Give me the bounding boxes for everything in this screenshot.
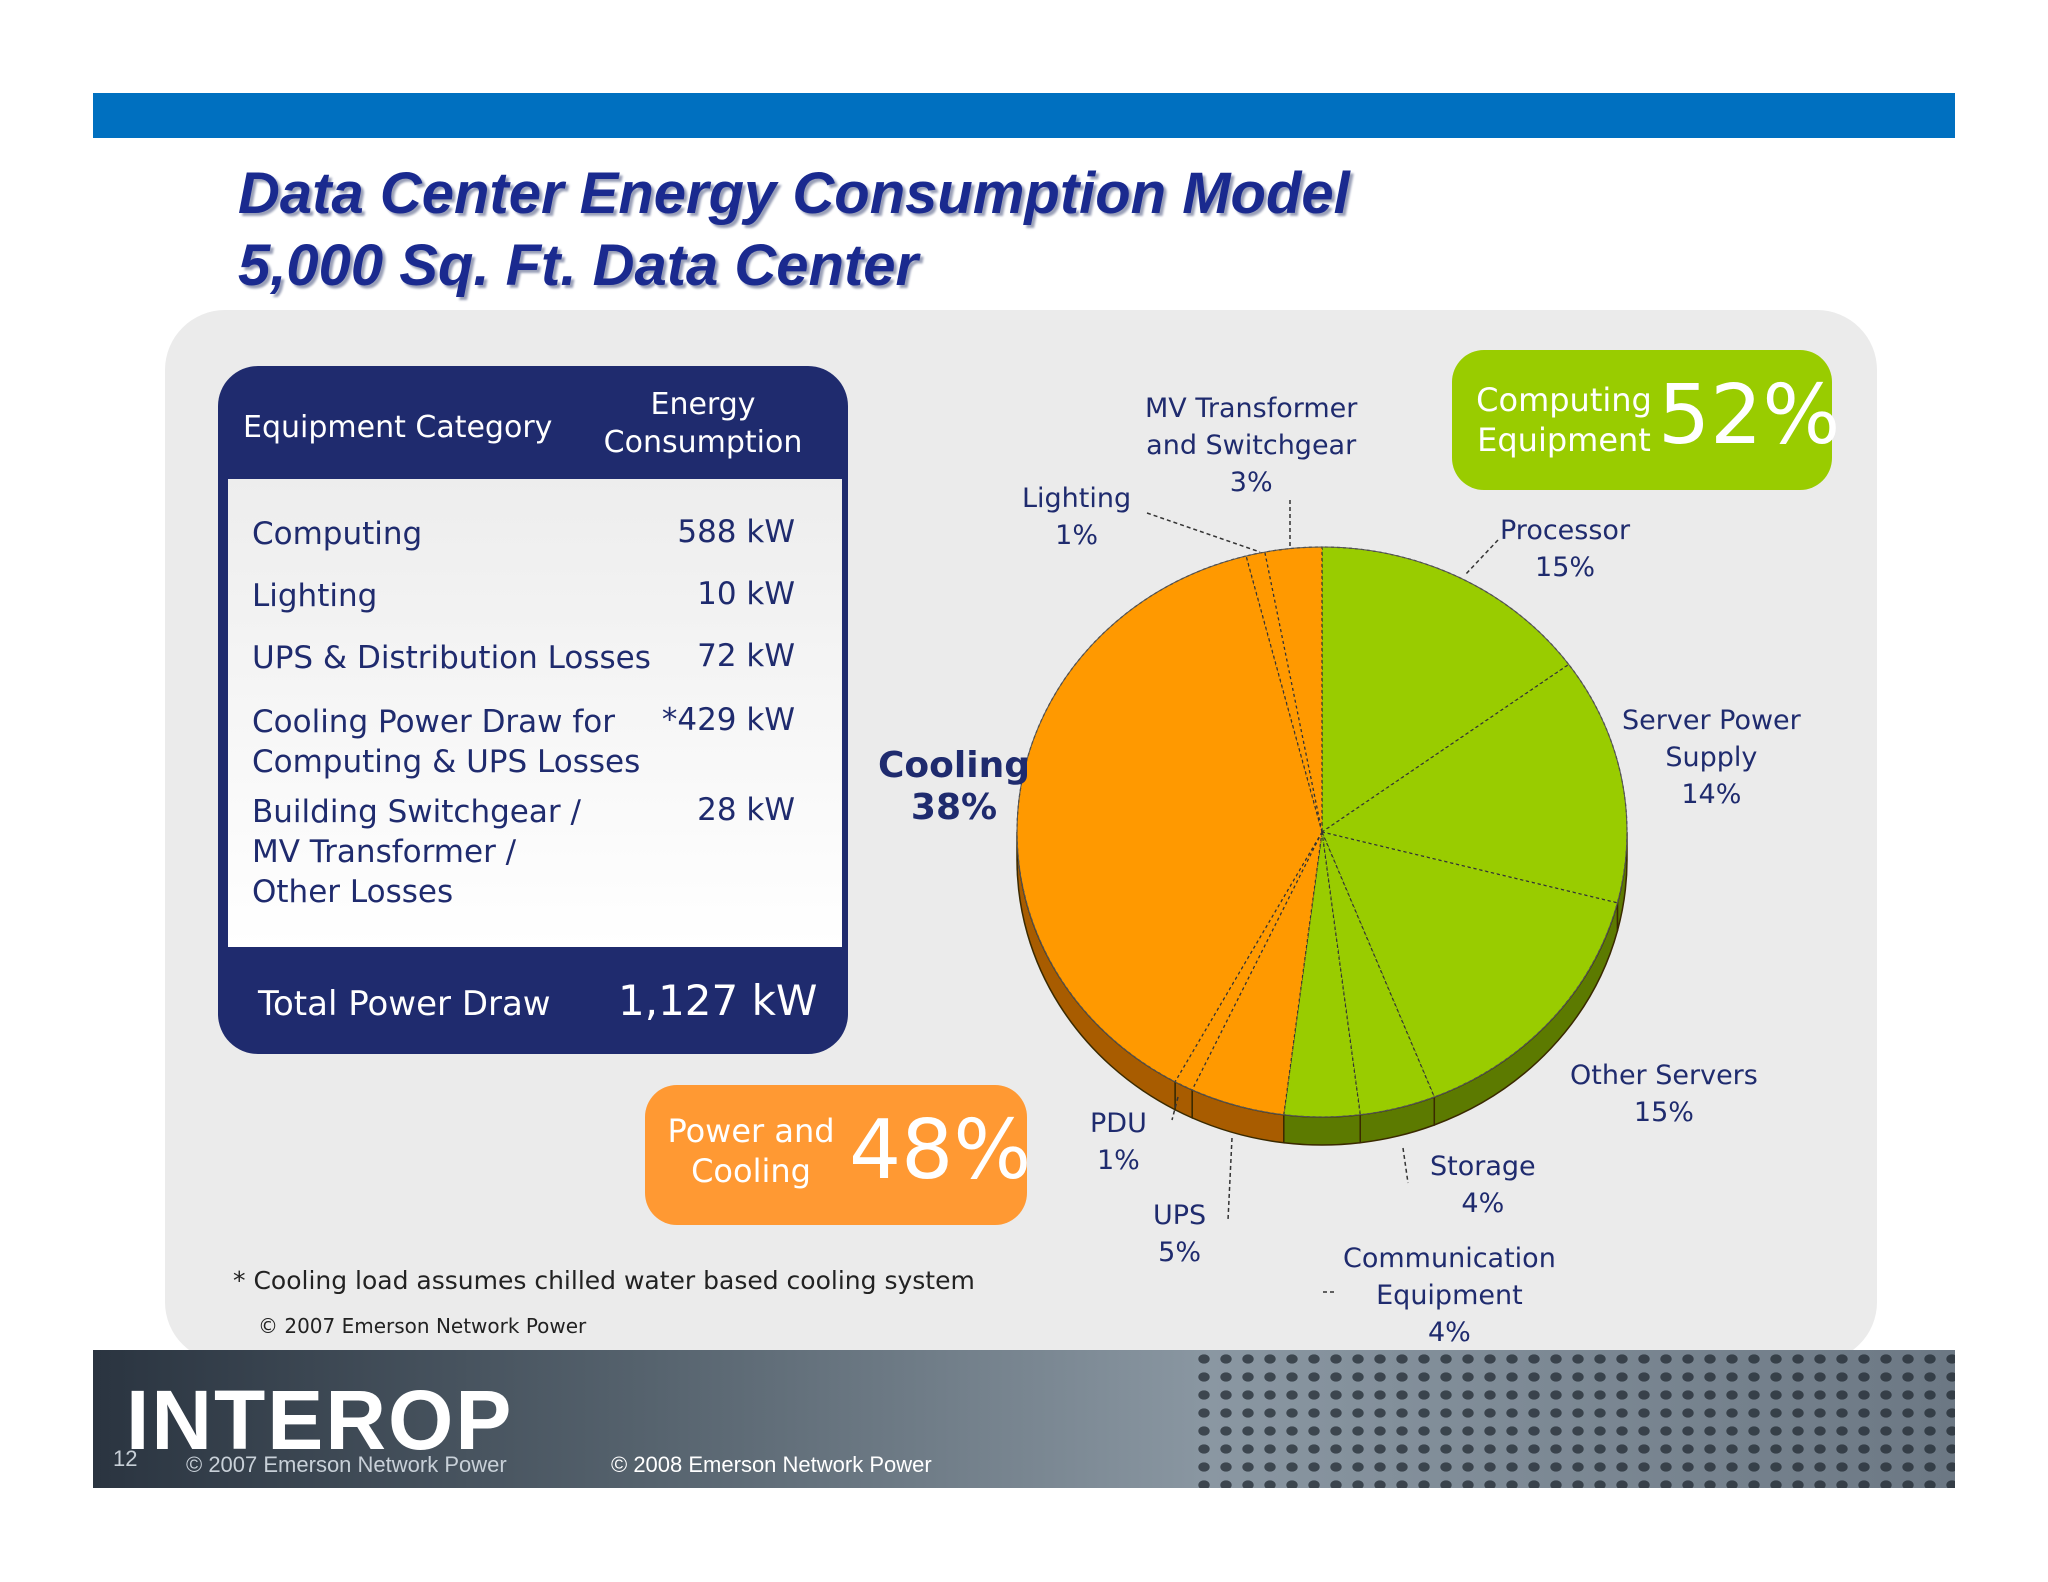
footer-banner: INTEROP 12 © 2007 Emerson Network Power …	[93, 1350, 1955, 1488]
footnote: * Cooling load assumes chilled water bas…	[233, 1266, 975, 1295]
slide-title: Data Center Energy Consumption Model	[238, 161, 1350, 226]
total-value: 1,127 kW	[618, 976, 818, 1025]
header-category: Equipment Category	[243, 410, 553, 445]
table-row: Building Switchgear / MV Transformer / Oth…	[252, 794, 581, 910]
power-cooling-box: Power and Cooling 48%	[645, 1085, 1031, 1225]
table-value: 28 kW	[697, 792, 795, 828]
header-energy-line2: Consumption	[603, 425, 803, 460]
label-mv-transformer: MV Transformer and Switchgear 3%	[1145, 393, 1358, 498]
label-pdu: PDU 1%	[1090, 1108, 1147, 1176]
label-server-power-supply: Server Power Supply 14%	[1622, 705, 1801, 810]
table-row: UPS & Distribution Losses	[252, 640, 651, 676]
label-cooling: Cooling 38%	[878, 745, 1030, 828]
label-other-servers: Other Servers 15%	[1570, 1060, 1758, 1128]
label-storage: Storage 4%	[1430, 1151, 1536, 1219]
label-lighting: Lighting 1%	[1022, 483, 1132, 551]
table-body	[228, 479, 842, 947]
total-label: Total Power Draw	[258, 984, 551, 1024]
footer-copyright-2008: © 2008 Emerson Network Power	[611, 1452, 932, 1477]
computing-box-percent: 52%	[1658, 368, 1841, 463]
table-value: 588 kW	[677, 514, 795, 550]
power-box-label: Power and Cooling	[667, 1112, 835, 1190]
interop-logo: INTEROP	[126, 1373, 514, 1467]
header-energy: Energy Consumption	[583, 386, 823, 462]
label-processor: Processor 15%	[1500, 515, 1631, 583]
table-row: Lighting	[252, 578, 378, 614]
table-value: *429 kW	[661, 702, 795, 738]
label-ups: UPS 5%	[1153, 1200, 1207, 1268]
computing-box-label: Computing Equipment	[1476, 381, 1652, 459]
top-accent-bar	[93, 93, 1955, 138]
label-communication-equipment: Communication Equipment 4%	[1343, 1243, 1556, 1348]
table-value: 10 kW	[697, 576, 795, 612]
server-rack-pattern	[1193, 1350, 1955, 1488]
energy-table: Equipment Category Energy Consumption Co…	[218, 366, 848, 1054]
table-value: 72 kW	[697, 638, 795, 674]
table-row: Computing	[252, 516, 423, 552]
power-box-percent: 48%	[849, 1103, 1032, 1198]
copyright-small: © 2007 Emerson Network Power	[258, 1314, 587, 1338]
page-number: 12	[113, 1446, 138, 1471]
footer-copyright-2007: © 2007 Emerson Network Power	[186, 1452, 507, 1477]
computing-equipment-box: Computing Equipment 52%	[1452, 350, 1840, 490]
header-energy-line1: Energy	[650, 387, 756, 422]
slide-subtitle: 5,000 Sq. Ft. Data Center	[238, 233, 919, 298]
table-row: Cooling Power Draw for Computing & UPS Lo…	[252, 704, 641, 780]
